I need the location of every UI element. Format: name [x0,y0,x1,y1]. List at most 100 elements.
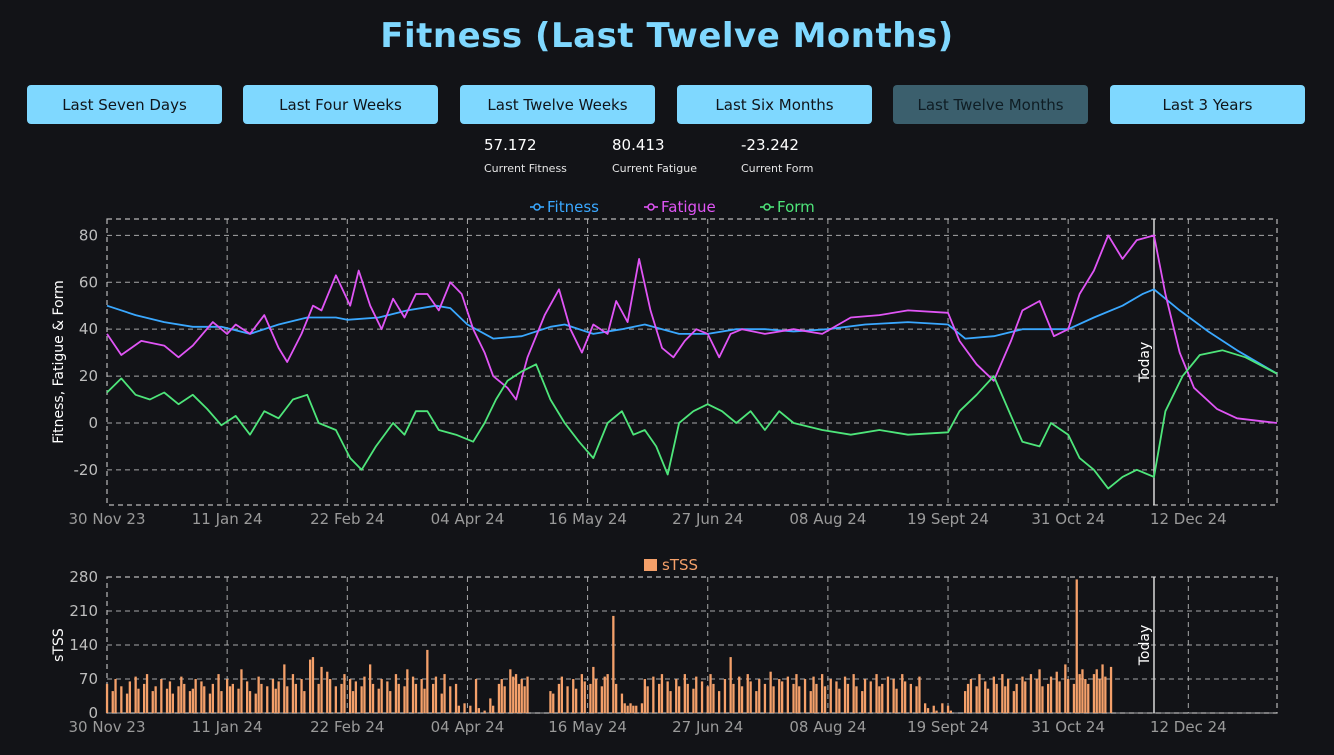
stss-bar [440,693,443,713]
stss-bar [200,681,203,713]
y-tick-label: 0 [88,704,98,722]
stss-bar [489,698,492,713]
stss-bar [718,691,721,713]
stss-bar [526,676,529,713]
stss-bar [483,710,486,713]
stss-bar [257,676,260,713]
stss-bar [915,686,918,713]
stat-current-form: -23.242 Current Form [741,136,814,175]
stss-bar [329,679,332,713]
x-tick-label: 11 Jan 24 [192,510,263,528]
legend-item-fatigue: Fatigue [661,198,716,216]
stss-bar [449,686,452,713]
stss-bar [589,683,592,713]
stss-bar [660,674,664,713]
stss-bar [1015,683,1018,713]
stss-bar [503,686,506,713]
stss-bar [326,671,329,713]
stss-bar [926,708,930,713]
stss-bar [145,674,149,713]
range-button-last-twelve-months[interactable]: Last Twelve Months [893,85,1088,124]
stss-bar [303,691,306,713]
stss-bar [746,674,749,713]
stss-bar [105,683,109,713]
stss-bar [137,688,140,713]
range-button-last-twelve-weeks[interactable]: Last Twelve Weeks [460,85,655,124]
stss-bar [1067,679,1070,713]
stss-bar [111,691,114,713]
stss-bar [892,679,895,713]
stss-bar [360,686,363,713]
stss-bar [829,679,832,713]
stss-bar [434,676,438,713]
stss-bar [695,676,698,713]
stss-bar [786,676,789,713]
x-tick-label: 27 Jun 24 [672,510,743,528]
stss-bar [389,691,392,713]
stss-bar [918,676,921,713]
stss-bar [523,686,526,713]
range-button-last-3-years[interactable]: Last 3 Years [1110,85,1305,124]
stss-bar [320,666,323,713]
stss-bar [560,676,563,713]
stss-bar [603,676,606,713]
x-tick-label: 16 May 24 [548,718,627,736]
stss-bar [1038,669,1041,713]
stss-bar [932,705,935,713]
stss-bar [1078,674,1081,713]
stss-bar [203,686,206,713]
legend-item-stss: sTSS [662,556,698,574]
x-tick-label: 16 May 24 [548,510,627,528]
stss-bar [620,693,624,713]
stss-bar [380,679,383,713]
stss-bar [886,676,890,713]
stss-bar [492,705,495,713]
stss-bar [165,688,169,713]
stss-bar [363,676,366,713]
range-button-last-six-months[interactable]: Last Six Months [677,85,872,124]
stss-bar [463,703,466,713]
stss-bar [792,683,795,713]
y-axis-title: Fitness, Fatigue & Form [51,280,67,444]
stss-bar [861,691,864,713]
legend-marker [647,203,655,211]
y-tick-label: 40 [79,320,98,338]
stss-bar [286,686,289,713]
range-button-last-four-weeks[interactable]: Last Four Weeks [243,85,438,124]
stss-bar [612,615,615,713]
stss-bar [266,686,269,713]
stss-bar [432,683,435,713]
range-button-last-seven-days[interactable]: Last Seven Days [27,85,222,124]
stss-bar [595,679,598,713]
stss-bar [675,679,678,713]
stss-bar [474,679,478,713]
stss-bar [1041,686,1044,713]
stss-bar [729,657,732,713]
stss-bar [423,688,426,713]
stss-bar [552,693,555,713]
x-tick-label: 31 Oct 24 [1031,718,1105,736]
stss-bar [557,683,561,713]
stss-bar [666,681,669,713]
stss-bar [311,657,315,713]
y-tick-label: 80 [79,226,98,244]
stss-bar [678,686,681,713]
stss-bar [755,691,758,713]
stss-bar [1081,669,1084,713]
stss-bar [855,686,858,713]
stss-bar [835,681,838,713]
stss-bar [220,691,223,713]
stss-bar [895,688,898,713]
stss-bar [1072,683,1076,713]
stss-bar [615,683,618,713]
stat-value: 80.413 [612,136,665,154]
stss-bar [740,686,744,713]
stss-bar [420,679,423,713]
stss-bar [1092,674,1096,713]
stss-bar [583,681,586,713]
stss-bar [469,705,472,713]
stss-bar [454,683,458,713]
stss-bar [114,679,117,713]
stss-bar [924,703,927,713]
stss-bar [941,703,944,713]
